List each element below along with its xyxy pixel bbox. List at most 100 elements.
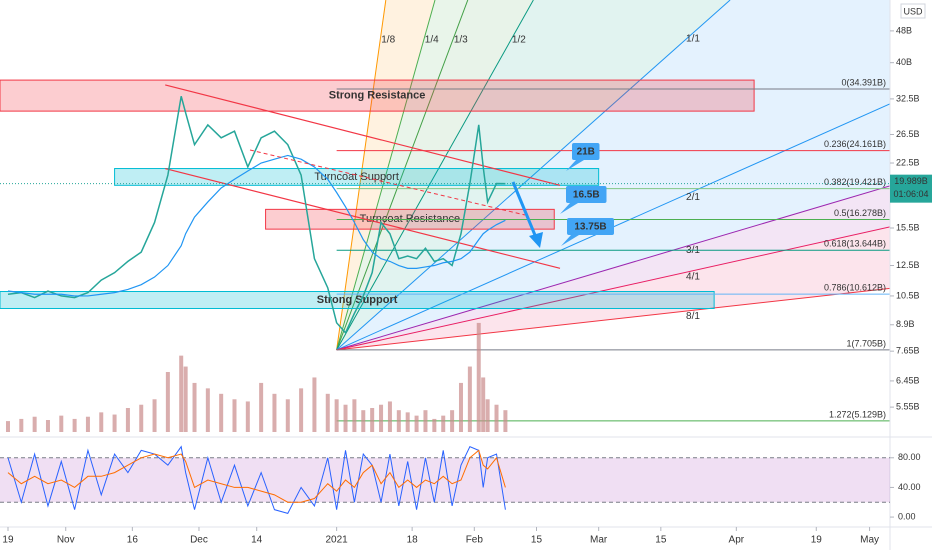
series-line [7,154,506,297]
y-tick-label: 12.5B [896,260,920,270]
fan-label: 2/1 [686,192,700,203]
y-tick-label: 7.65B [896,346,920,356]
y-tick-label: 15.5B [896,222,920,232]
zone [114,168,600,186]
fib-label: 0.382(19.421B) [824,177,886,187]
y-tick-label: 8.9B [896,319,915,329]
osc-tick-label: 0.00 [898,511,916,521]
volume-bar [32,416,37,432]
volume-bar [450,410,455,432]
x-tick-label: Nov [57,535,75,546]
volume-bar [205,388,210,432]
volume-bar [19,418,24,432]
fan-label: 4/1 [686,271,700,282]
volume-bar [5,421,10,432]
fan-label: 1/3 [454,35,468,46]
x-tick-label: 15 [655,535,667,546]
zone-label: Turncoat Support [314,171,399,183]
callout-box [572,143,600,160]
x-tick-label: Apr [729,535,745,546]
zone-label: Strong Resistance [329,90,426,102]
volume-bar [387,401,392,432]
volume-bar [259,382,264,432]
volume-bar [299,388,304,432]
volume-bar [272,393,277,432]
x-tick-label: 19 [2,535,14,546]
callout-tail [561,235,579,246]
volume-bar [72,418,77,432]
volume-bar [494,404,499,432]
volume-bar [396,410,401,432]
volume-bar [405,412,410,432]
osc-band [0,457,890,503]
fan-ray [336,226,890,351]
fan-label: 1/2 [512,35,526,46]
y-tick-label: 6.45B [896,375,920,385]
y-tick-label: 26.5B [896,129,920,139]
volume-bar [352,399,357,432]
volume-bar [165,372,170,432]
currency-box [900,3,926,19]
x-tick-label: Mar [590,535,608,546]
volume-bar [370,408,375,432]
volume-bar [379,404,384,432]
fib-label: 0(34.391B) [841,77,886,87]
fib-label: 1(7.705B) [846,338,886,348]
y-tick-label: 48B [896,25,912,35]
volume-bar [441,415,446,432]
y-tick-label: 40B [896,57,912,67]
volume-bar [125,408,130,432]
volume-bar [179,355,184,432]
volume-bar [152,399,157,432]
fan-label: 1/8 [381,35,395,46]
fib-label: 0.618(13.644B) [824,239,886,249]
callout-tail [560,203,578,214]
volume-bar [219,393,224,432]
series-line [7,445,506,514]
volume-bar [139,404,144,432]
y-tick-label: 22.5B [896,157,920,167]
volume-bar [503,410,508,432]
fan-label: 8/1 [686,311,700,322]
last-price: 19.989B [894,176,928,186]
countdown: 01:06:04 [893,189,928,199]
osc-tick-label: 40.00 [898,482,921,492]
volume-bar [343,404,348,432]
y-tick-label: 5.55B [896,401,920,411]
callout-tail [566,160,584,171]
volume-bar [476,322,481,432]
volume-bar [99,412,104,432]
x-tick-label: 19 [811,535,823,546]
y-tick-label: 32.5B [896,93,920,103]
volume-bar [432,418,437,432]
zone-label: Strong Support [317,294,398,306]
x-tick-label: May [860,535,879,546]
callout-label: 13.75B [574,222,606,233]
fib-label: 0.786(10.612B) [824,282,886,292]
callout-box [566,186,607,203]
volume-bar [285,399,290,432]
fan-area [336,0,890,350]
callout-label: 16.5B [573,190,600,201]
fan-label: 1/4 [425,35,439,46]
volume-bar [192,382,197,432]
volume-bar [485,399,490,432]
x-tick-label: 2021 [326,535,349,546]
volume-bar [467,366,472,432]
volume-bar [183,366,188,432]
volume-bar [414,415,419,432]
volume-bar [312,377,317,432]
fib-label: 1.272(5.129B) [829,409,886,419]
volume-bar [45,420,50,432]
zone [0,79,755,112]
channel-line [165,84,561,186]
x-tick-label: 14 [251,535,263,546]
x-tick-label: Feb [466,535,484,546]
series-line [7,449,506,503]
channel-line [165,167,561,269]
y-tick-label: 10.5B [896,290,920,300]
volume-bar [245,401,250,432]
fib-label: 0.5(16.278B) [834,208,886,218]
